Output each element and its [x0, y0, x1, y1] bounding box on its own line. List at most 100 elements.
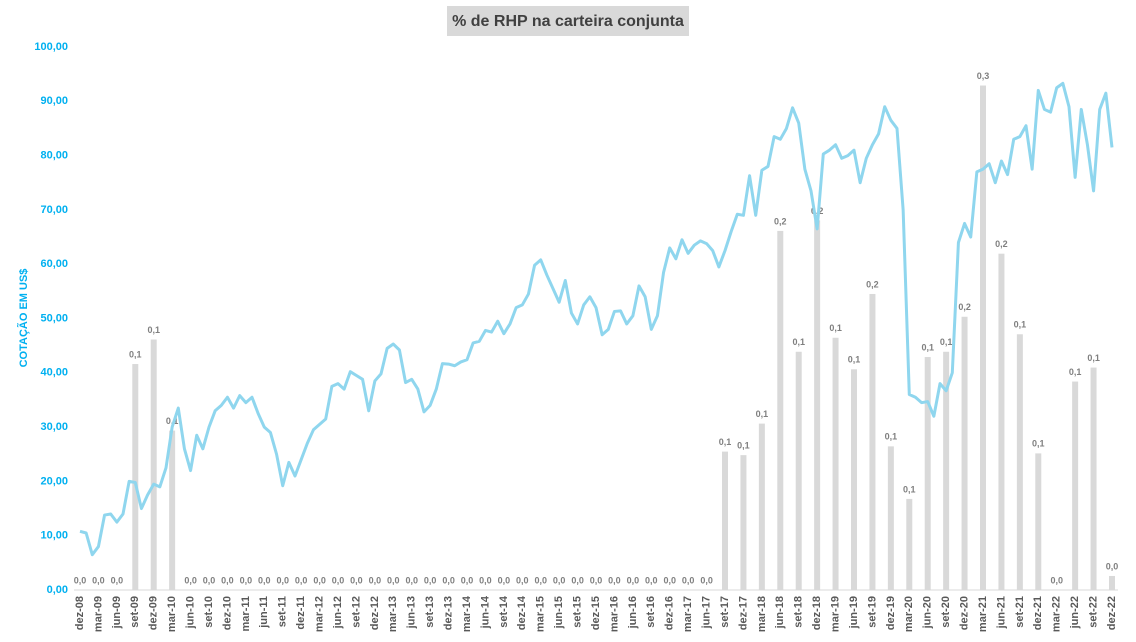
value-label: 0,1: [885, 432, 898, 442]
y-tick-label: 20,00: [40, 475, 68, 487]
x-tick-label: mar-16: [608, 596, 620, 632]
x-tick-label: jun-09: [111, 596, 123, 629]
chart-title: % de RHP na carteira conjunta: [452, 13, 684, 30]
x-tick-label: mar-13: [387, 596, 399, 632]
value-label: 0,0: [553, 575, 566, 585]
line: [79, 81, 1114, 557]
value-label: 0,1: [1032, 439, 1045, 449]
x-tick-label: mar-20: [903, 596, 915, 632]
value-label: 0,1: [166, 416, 179, 426]
x-tick-label: dez-21: [1032, 596, 1044, 630]
x-tick-label: jun-18: [774, 596, 786, 629]
x-tick-label: mar-09: [92, 596, 104, 632]
value-label: 0,1: [756, 409, 769, 419]
bar: [777, 230, 784, 590]
value-label: 0,0: [442, 575, 455, 585]
value-label: 0,1: [829, 323, 842, 333]
x-tick-label: dez-11: [295, 596, 307, 630]
bar: [1090, 367, 1097, 590]
value-label: 0,0: [627, 575, 640, 585]
bar: [169, 430, 176, 590]
value-label: 0,0: [590, 575, 603, 585]
title-box: [447, 6, 689, 36]
x-tick-label: dez-18: [811, 596, 823, 630]
value-label: 0,0: [74, 575, 87, 585]
value-label: 0,0: [479, 575, 492, 585]
x-tick-label: mar-17: [682, 596, 694, 632]
y-tick-label: 100,00: [34, 41, 68, 53]
x-tick-label: dez-19: [885, 596, 897, 630]
value-label: 0,3: [977, 71, 990, 81]
bar: [795, 351, 802, 590]
x-tick-label: dez-20: [958, 596, 970, 630]
value-label: 0,0: [534, 575, 547, 585]
x-tick-label: jun-17: [700, 596, 712, 629]
x-tick-label: mar-22: [1051, 596, 1063, 632]
bar: [150, 339, 157, 590]
x-tick-label: dez-12: [369, 596, 381, 630]
y-tick-label: 60,00: [40, 258, 68, 270]
x-tick-label: set-18: [793, 596, 805, 628]
bar: [887, 446, 894, 590]
value-label: 0,2: [958, 302, 971, 312]
value-label: 0,0: [571, 575, 584, 585]
value-label: 0,0: [276, 575, 289, 585]
y-axis-label: COTAÇÃO EM US$: [17, 269, 30, 368]
bar: [1109, 575, 1115, 590]
value-label: 0,1: [903, 484, 916, 494]
x-tick-label: jun-14: [479, 595, 491, 629]
value-label: 0,0: [682, 575, 695, 585]
value-label: 0,1: [1014, 320, 1027, 330]
value-label: 0,0: [258, 575, 271, 585]
x-tick-label: jun-13: [406, 596, 418, 629]
y-tick-label: 0,00: [47, 584, 68, 596]
value-label: 0,0: [387, 575, 400, 585]
x-tick-label: mar-19: [829, 596, 841, 632]
x-tick-label: mar-14: [461, 595, 473, 632]
x-tick-label: jun-20: [922, 596, 934, 629]
value-label: 0,1: [921, 342, 934, 352]
bar: [980, 85, 986, 590]
value-label: 0,0: [332, 575, 345, 585]
value-label: 0,0: [663, 575, 676, 585]
value-label: 0,0: [608, 575, 621, 585]
value-label: 0,0: [111, 575, 124, 585]
bar: [1072, 381, 1079, 590]
value-label: 0,0: [369, 575, 382, 585]
x-tick-label: set-14: [498, 595, 510, 628]
bar: [998, 253, 1005, 591]
value-label: 0,1: [792, 337, 805, 347]
value-label: 0,1: [147, 325, 160, 335]
bar: [132, 364, 139, 590]
y-tick-label: 70,00: [40, 204, 68, 216]
bar: [814, 220, 821, 591]
value-label: 0,1: [737, 441, 750, 451]
bar: [924, 357, 931, 590]
bar: [758, 423, 765, 590]
value-label: 0,2: [866, 279, 879, 289]
x-tick-label: mar-12: [313, 596, 325, 632]
x-tick-label: set-20: [940, 596, 952, 628]
x-tick-label: jun-15: [553, 596, 565, 629]
x-tick-label: dez-17: [737, 596, 749, 630]
bar: [943, 351, 950, 590]
value-label: 0,1: [719, 437, 732, 447]
x-tick-label: dez-10: [221, 596, 233, 630]
value-label: 0,0: [645, 575, 658, 585]
x-tick-label: jun-22: [1069, 596, 1081, 629]
x-tick-label: dez-13: [442, 596, 454, 630]
x-tick-label: dez-08: [74, 596, 86, 630]
bar: [869, 293, 876, 590]
y-tick-label: 40,00: [40, 367, 68, 379]
bar: [906, 498, 913, 590]
x-tick-label: dez-14: [516, 595, 528, 630]
value-label: 0,1: [1069, 367, 1082, 377]
value-label: 0,1: [848, 355, 861, 365]
x-tick-label: set-10: [203, 596, 215, 628]
x-tick-label: set-22: [1087, 596, 1099, 628]
x-tick-label: mar-10: [166, 596, 178, 632]
value-label: 0,0: [1050, 575, 1063, 585]
x-tick-label: dez-22: [1106, 596, 1118, 630]
value-label: 0,2: [995, 239, 1008, 249]
